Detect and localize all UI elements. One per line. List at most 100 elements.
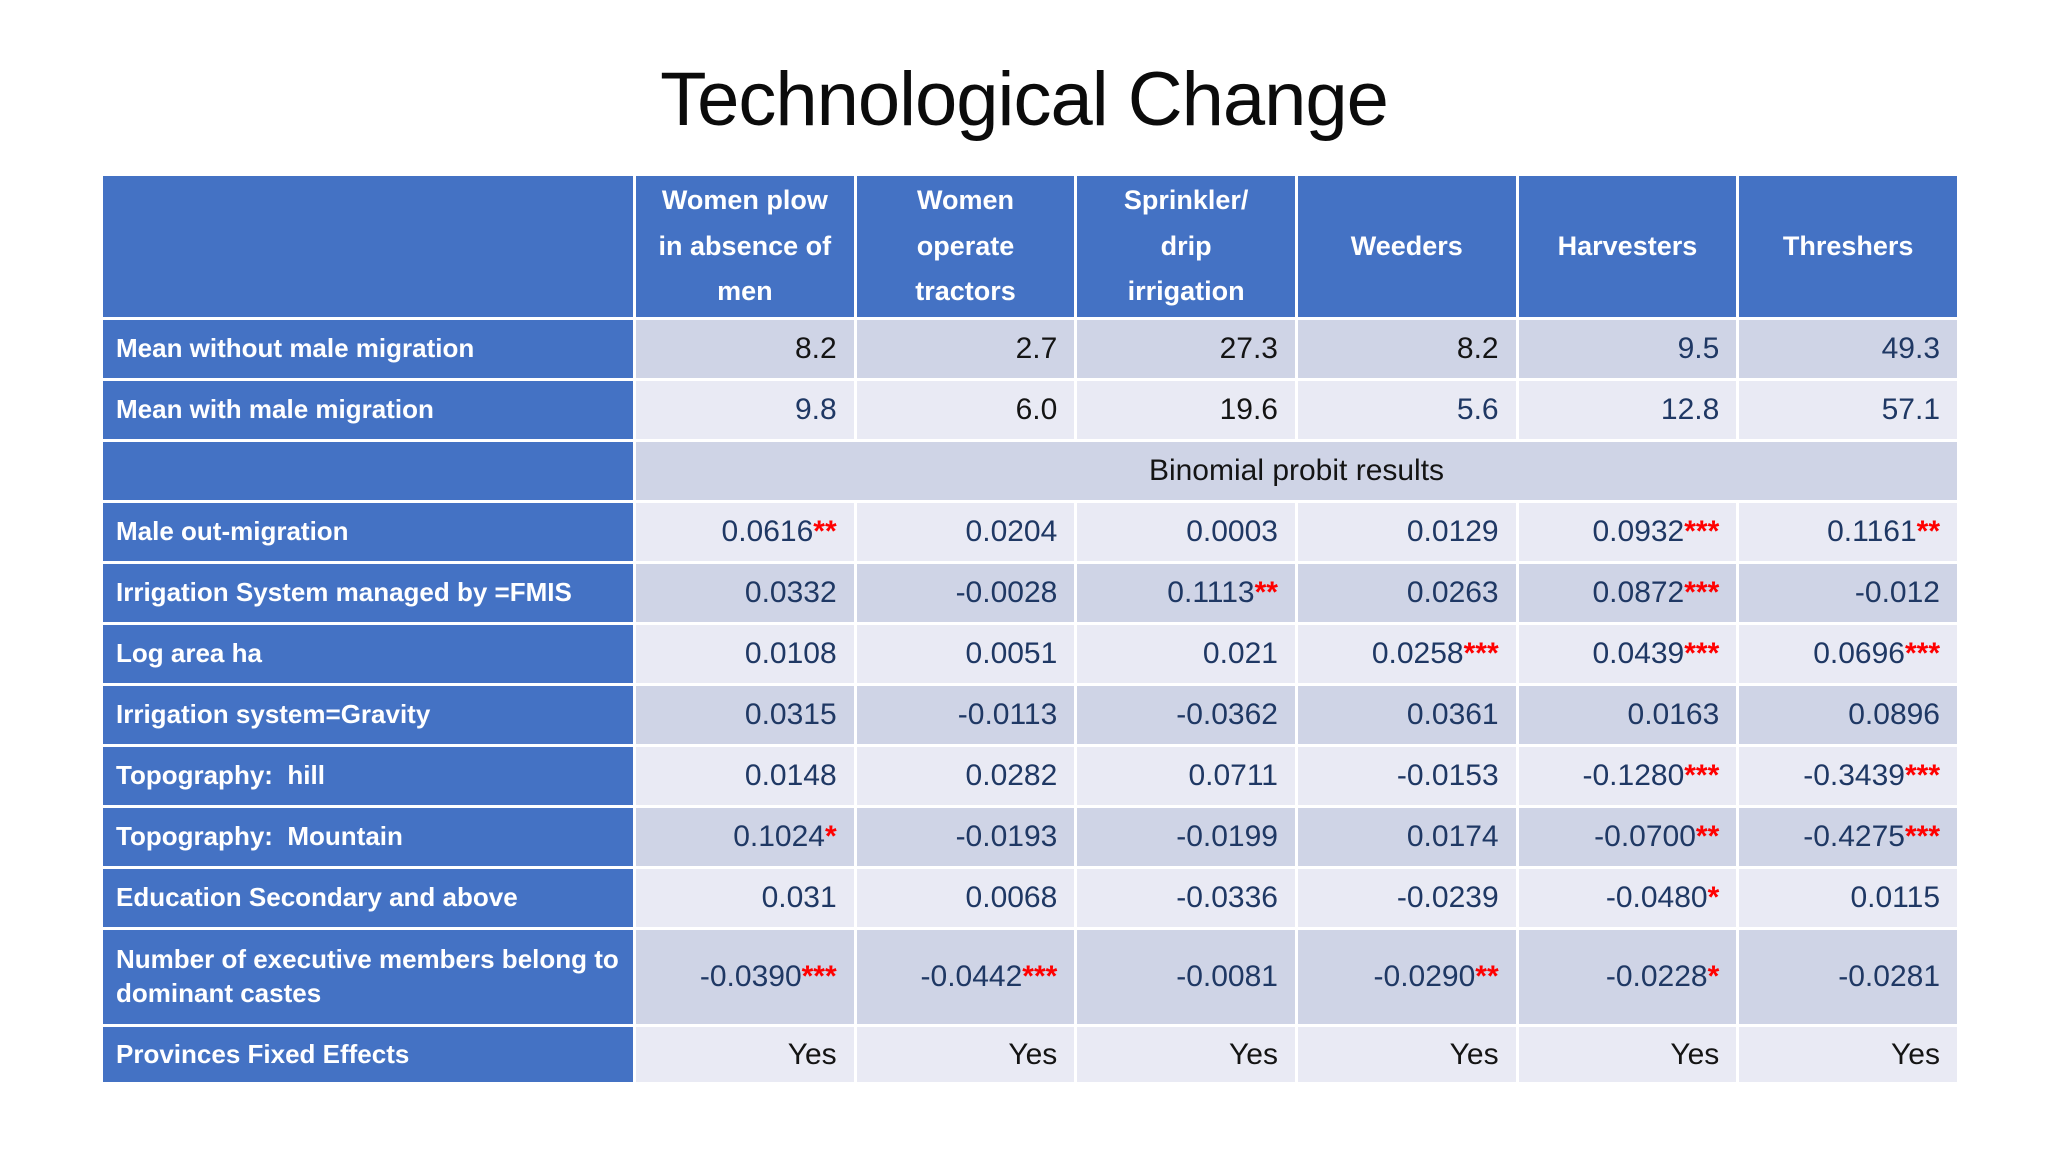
significance-stars: *** <box>1684 515 1720 548</box>
significance-stars: *** <box>1904 820 1940 853</box>
column-header: Women operate tractors <box>853 173 1078 320</box>
significance-stars: ** <box>1475 960 1499 993</box>
value-cell: 5.6 <box>1294 378 1519 442</box>
table-row: Log area ha 0.0108 0.0051 0.021 0.0258*** 0.0… <box>100 622 1960 686</box>
column-header: Sprinkler/ drip irrigation <box>1074 173 1298 320</box>
value-cell: 6.0 <box>853 378 1078 442</box>
significance-stars: *** <box>1463 637 1499 670</box>
value-text: 0.0439 <box>1592 637 1685 670</box>
value-cell: -0.0193 <box>853 805 1078 869</box>
value-text: 5.6 <box>1456 393 1499 426</box>
significance-stars: *** <box>1684 576 1720 609</box>
value-cell: -0.0153 <box>1294 744 1519 808</box>
value-cell: -0.0362 <box>1074 683 1298 747</box>
value-text: -0.3439 <box>1803 759 1905 792</box>
row-label: Mean without male migration <box>100 317 636 381</box>
value-text: 0.0204 <box>965 515 1058 548</box>
value-text: 9.5 <box>1677 332 1720 365</box>
table-row: Male out-migration 0.0616** 0.0204 0.0003 0.… <box>100 500 1960 564</box>
value-text: 0.031 <box>761 881 837 914</box>
value-text: 2.7 <box>1015 332 1058 365</box>
row-label: Male out-migration <box>100 500 636 564</box>
significance-stars: *** <box>1684 637 1720 670</box>
value-cell: 8.2 <box>633 317 857 381</box>
row-label <box>100 439 636 503</box>
value-cell: -0.012 <box>1736 561 1960 625</box>
value-cell: 0.031 <box>633 866 857 930</box>
row-label: Topography: Mountain <box>100 805 636 869</box>
value-cell: -0.0281 <box>1736 927 1960 1027</box>
value-text: Yes <box>787 1037 837 1071</box>
value-text: 12.8 <box>1660 393 1720 426</box>
value-text: 0.0315 <box>744 698 837 731</box>
header-row: Women plow in absence of men Women operat… <box>100 173 1960 320</box>
column-header: Weeders <box>1294 173 1519 320</box>
value-cell: 49.3 <box>1736 317 1960 381</box>
significance-stars: *** <box>1904 637 1940 670</box>
table-body: Mean without male migration 8.2 2.7 27.3 8.2… <box>100 317 1960 1085</box>
value-text: 0.0003 <box>1186 515 1278 548</box>
value-text: -0.0480 <box>1605 881 1708 914</box>
value-cell: 19.6 <box>1074 378 1298 442</box>
value-text: 0.0711 <box>1188 759 1278 792</box>
value-text: 0.0148 <box>744 759 837 792</box>
value-text: 0.0258 <box>1371 637 1464 670</box>
section-header-cell: Binomial probit results <box>633 439 1960 503</box>
value-cell: Yes <box>853 1024 1078 1085</box>
value-cell: -0.0228* <box>1515 927 1740 1027</box>
value-cell: Yes <box>1515 1024 1740 1085</box>
significance-stars: ** <box>1695 820 1720 853</box>
value-text: -0.1280 <box>1582 759 1685 792</box>
value-text: Yes <box>1891 1037 1940 1071</box>
value-cell: 0.0315 <box>633 683 857 747</box>
value-cell: -0.4275*** <box>1736 805 1960 869</box>
column-header: Women plow in absence of men <box>633 173 857 320</box>
value-text: Yes <box>1229 1037 1278 1071</box>
value-cell: 0.0696*** <box>1736 622 1960 686</box>
row-label: Topography: hill <box>100 744 636 808</box>
value-cell: 0.0282 <box>853 744 1078 808</box>
row-label: Log area ha <box>100 622 636 686</box>
value-cell: 27.3 <box>1074 317 1298 381</box>
value-cell: -0.0081 <box>1074 927 1298 1027</box>
significance-stars: *** <box>801 960 837 993</box>
value-text: Yes <box>1008 1037 1058 1071</box>
value-text: 6.0 <box>1015 393 1058 426</box>
value-text: 0.0263 <box>1406 576 1499 609</box>
value-text: 8.2 <box>1456 332 1499 365</box>
value-cell: 0.0129 <box>1294 500 1519 564</box>
value-text: 0.0361 <box>1406 698 1499 731</box>
value-text: 49.3 <box>1881 332 1940 365</box>
value-cell: -0.0442*** <box>853 927 1078 1027</box>
value-text: 27.3 <box>1219 332 1278 365</box>
value-cell: 0.0163 <box>1515 683 1740 747</box>
value-text: -0.0362 <box>1176 698 1278 731</box>
value-cell: 2.7 <box>853 317 1078 381</box>
value-text: -0.0239 <box>1396 881 1499 914</box>
value-cell: 0.0068 <box>853 866 1078 930</box>
table-row: Education Secondary and above 0.031 0.0068… <box>100 866 1960 930</box>
significance-stars: *** <box>1684 759 1720 792</box>
value-cell: -0.0700** <box>1515 805 1740 869</box>
value-text: -0.0336 <box>1176 881 1278 914</box>
value-text: Yes <box>1449 1037 1499 1071</box>
value-cell: -0.0199 <box>1074 805 1298 869</box>
value-cell: 0.0932*** <box>1515 500 1740 564</box>
value-cell: 9.5 <box>1515 317 1740 381</box>
table-row: Provinces Fixed Effects Yes Yes Yes Yes Yes Ye… <box>100 1024 1960 1085</box>
value-text: 0.0068 <box>965 881 1058 914</box>
value-cell: 57.1 <box>1736 378 1960 442</box>
value-text: 0.0163 <box>1627 698 1720 731</box>
value-cell: 0.0332 <box>633 561 857 625</box>
significance-stars: ** <box>813 515 837 548</box>
value-text: 0.0696 <box>1813 637 1905 670</box>
table-row: Mean without male migration 8.2 2.7 27.3 8.2… <box>100 317 1960 381</box>
value-cell: -0.0390*** <box>633 927 857 1027</box>
value-text: 0.0108 <box>744 637 837 670</box>
value-cell: 12.8 <box>1515 378 1740 442</box>
row-label: Irrigation System managed by =FMIS <box>100 561 636 625</box>
value-cell: Yes <box>1736 1024 1960 1085</box>
value-cell: 9.8 <box>633 378 857 442</box>
value-text: -0.0081 <box>1176 960 1278 993</box>
